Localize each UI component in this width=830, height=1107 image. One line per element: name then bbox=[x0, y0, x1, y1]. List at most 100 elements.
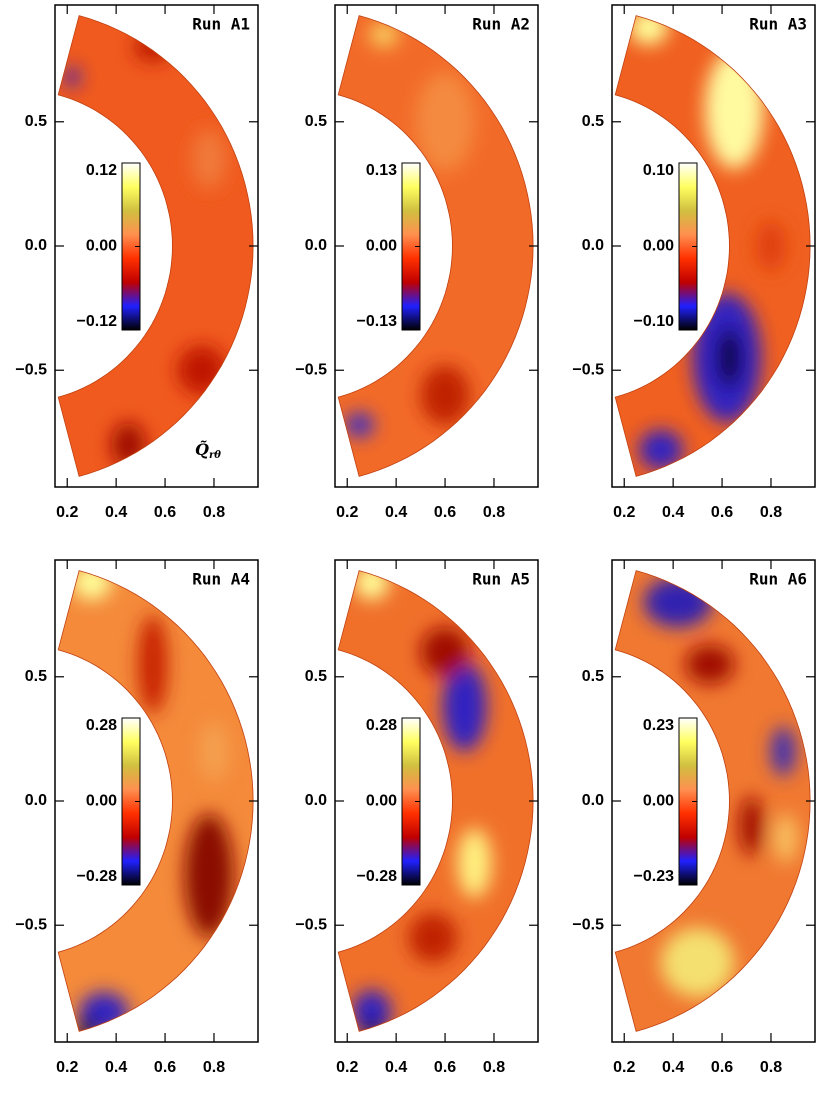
panel: 0.2 0.4 0.6 0.8 0.5 0.0 −0.5 Run A1 0.12 0.00 −0.1… bbox=[15, 4, 259, 521]
colorbar-tick-label: 0.00 bbox=[86, 238, 117, 255]
colorbar-tick-label: 0.12 bbox=[86, 162, 117, 179]
x-tick-label: 0.6 bbox=[154, 1059, 176, 1076]
colorbar-tick-label: −0.28 bbox=[357, 868, 398, 885]
colorbar-label-symbol: Q̃ bbox=[195, 440, 209, 459]
x-tick-label: 0.6 bbox=[434, 504, 456, 521]
x-tick-label: 0.8 bbox=[760, 504, 782, 521]
panel-title: Run A3 bbox=[749, 15, 807, 34]
colorbar-tick-label: 0.28 bbox=[86, 717, 117, 734]
shell-outline bbox=[614, 15, 811, 477]
x-tick-label: 0.4 bbox=[385, 504, 407, 521]
field-blob bbox=[64, 67, 80, 87]
x-tick-label: 0.6 bbox=[711, 1059, 733, 1076]
field-blob bbox=[629, 15, 669, 45]
x-tick-label: 0.8 bbox=[483, 1059, 505, 1076]
field-blob bbox=[685, 644, 735, 685]
panel-title: Run A5 bbox=[472, 570, 530, 589]
y-tick-label: 0.0 bbox=[25, 237, 47, 254]
x-tick-label: 0.6 bbox=[711, 504, 733, 521]
y-tick-label: −0.5 bbox=[15, 361, 47, 378]
colorbar-tick-label: 0.13 bbox=[366, 162, 397, 179]
field-blobs bbox=[72, 570, 234, 1032]
y-tick-label: −0.5 bbox=[295, 916, 327, 933]
x-tick-label: 0.8 bbox=[203, 504, 225, 521]
x-tick-label: 0.4 bbox=[105, 504, 127, 521]
field-blob bbox=[354, 570, 389, 600]
x-tick-label: 0.4 bbox=[105, 1059, 127, 1076]
field-base bbox=[338, 15, 534, 477]
field-blob bbox=[191, 129, 227, 189]
field-base bbox=[338, 570, 534, 1032]
field-blob bbox=[660, 927, 735, 998]
colorbar-tick-label: 0.00 bbox=[366, 793, 397, 810]
field-blob bbox=[756, 221, 786, 271]
panel-title: Run A1 bbox=[192, 15, 250, 34]
x-tick-label: 0.6 bbox=[154, 504, 176, 521]
field-blobs bbox=[352, 570, 492, 1032]
field bbox=[338, 15, 534, 477]
x-tick-label: 0.2 bbox=[336, 504, 358, 521]
y-tick-label: 0.5 bbox=[25, 113, 47, 130]
y-tick-label: −0.5 bbox=[15, 916, 47, 933]
colorbar-tick-label: 0.00 bbox=[643, 793, 674, 810]
field-blob bbox=[199, 721, 229, 782]
x-tick-label: 0.4 bbox=[662, 1059, 684, 1076]
colorbar-label: Q̃rθ bbox=[195, 440, 221, 461]
panel: 0.2 0.4 0.6 0.8 0.5 0.0 −0.5 Run A6 0.23 0.00 −0.2… bbox=[572, 559, 816, 1076]
field bbox=[338, 570, 534, 1032]
field-blob bbox=[344, 412, 375, 438]
x-tick-label: 0.8 bbox=[483, 504, 505, 521]
field-blob bbox=[415, 72, 475, 172]
colorbar-label-subscript: rθ bbox=[209, 450, 221, 461]
field-blobs bbox=[643, 577, 798, 998]
field-base bbox=[615, 570, 811, 1032]
shell-outline bbox=[337, 15, 534, 477]
colorbar-tick-label: 0.00 bbox=[366, 238, 397, 255]
x-tick-label: 0.2 bbox=[56, 504, 78, 521]
y-tick-label: 0.5 bbox=[305, 668, 327, 685]
panel-title: Run A6 bbox=[749, 570, 807, 589]
y-tick-label: 0.0 bbox=[582, 237, 604, 254]
x-tick-label: 0.4 bbox=[662, 504, 684, 521]
colorbar-tick-label: 0.28 bbox=[366, 717, 397, 734]
field-blob bbox=[133, 32, 173, 63]
panel: 0.2 0.4 0.6 0.8 0.5 0.0 −0.5 Run A4 0.28 0.00 −0.2… bbox=[15, 559, 259, 1076]
panel: 0.2 0.4 0.6 0.8 0.5 0.0 −0.5 Run A3 0.10 0.00 −0.1… bbox=[572, 4, 816, 521]
field-blob bbox=[717, 327, 742, 388]
x-tick-label: 0.6 bbox=[434, 1059, 456, 1076]
colorbar-tick-label: −0.13 bbox=[357, 313, 398, 330]
x-tick-label: 0.2 bbox=[613, 504, 635, 521]
panel: 0.2 0.4 0.6 0.8 0.5 0.0 −0.5 Run A5 0.28 0.00 −0.2… bbox=[295, 559, 539, 1076]
x-tick-label: 0.2 bbox=[613, 1059, 635, 1076]
field-blob bbox=[184, 813, 234, 938]
field-blobs bbox=[344, 22, 475, 438]
colorbar-tick-label: 0.23 bbox=[643, 717, 674, 734]
field-blob bbox=[408, 912, 458, 963]
x-tick-label: 0.8 bbox=[760, 1059, 782, 1076]
x-tick-label: 0.2 bbox=[56, 1059, 78, 1076]
field-blob bbox=[739, 796, 764, 856]
panel-title: Run A4 bbox=[192, 570, 250, 589]
colorbar-tick-label: −0.23 bbox=[634, 868, 675, 885]
x-tick-label: 0.4 bbox=[385, 1059, 407, 1076]
field-blob bbox=[72, 570, 112, 600]
field-blob bbox=[773, 813, 798, 864]
field bbox=[58, 570, 254, 1032]
field-blob bbox=[420, 627, 470, 677]
field-blob bbox=[352, 989, 392, 1032]
field-blob bbox=[369, 22, 399, 48]
colorbar-tick-label: 0.00 bbox=[86, 793, 117, 810]
y-tick-label: 0.0 bbox=[305, 792, 327, 809]
y-tick-label: −0.5 bbox=[295, 361, 327, 378]
y-tick-label: 0.0 bbox=[305, 237, 327, 254]
field-blob bbox=[138, 614, 168, 715]
field-blob bbox=[704, 49, 764, 169]
shell-outline bbox=[57, 570, 254, 1032]
shell-outline bbox=[614, 570, 811, 1032]
y-tick-label: 0.5 bbox=[25, 668, 47, 685]
field-blob bbox=[457, 828, 492, 898]
x-tick-label: 0.2 bbox=[336, 1059, 358, 1076]
colorbar-tick-label: 0.00 bbox=[643, 238, 674, 255]
field-blob bbox=[111, 422, 146, 468]
